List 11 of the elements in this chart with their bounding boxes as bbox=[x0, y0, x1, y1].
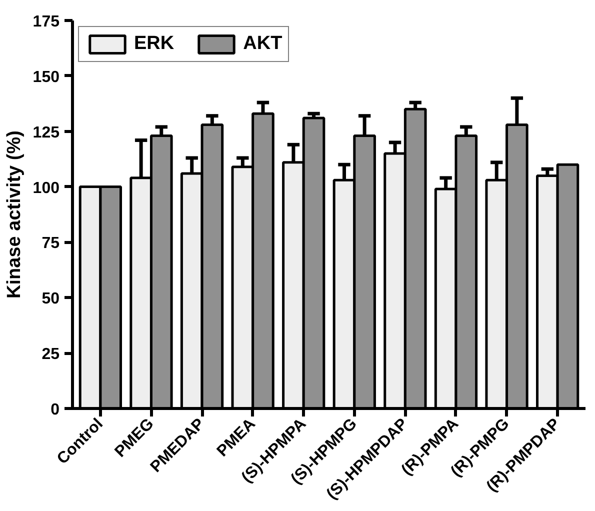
y-tick-label: 75 bbox=[42, 235, 60, 252]
y-tick-label: 50 bbox=[42, 290, 60, 308]
y-tick-label: 175 bbox=[32, 14, 60, 30]
y-axis-title: Kinase activity (%) bbox=[4, 130, 25, 298]
y-tick-label: 125 bbox=[32, 124, 60, 142]
legend-label: ERK bbox=[134, 33, 174, 55]
y-tick-label: 0 bbox=[50, 402, 60, 418]
y-tick-label: 100 bbox=[32, 180, 60, 197]
y-tick-label: 25 bbox=[42, 346, 60, 364]
y-tick-label: 150 bbox=[32, 68, 60, 86]
legend-label: AKT bbox=[243, 33, 282, 55]
